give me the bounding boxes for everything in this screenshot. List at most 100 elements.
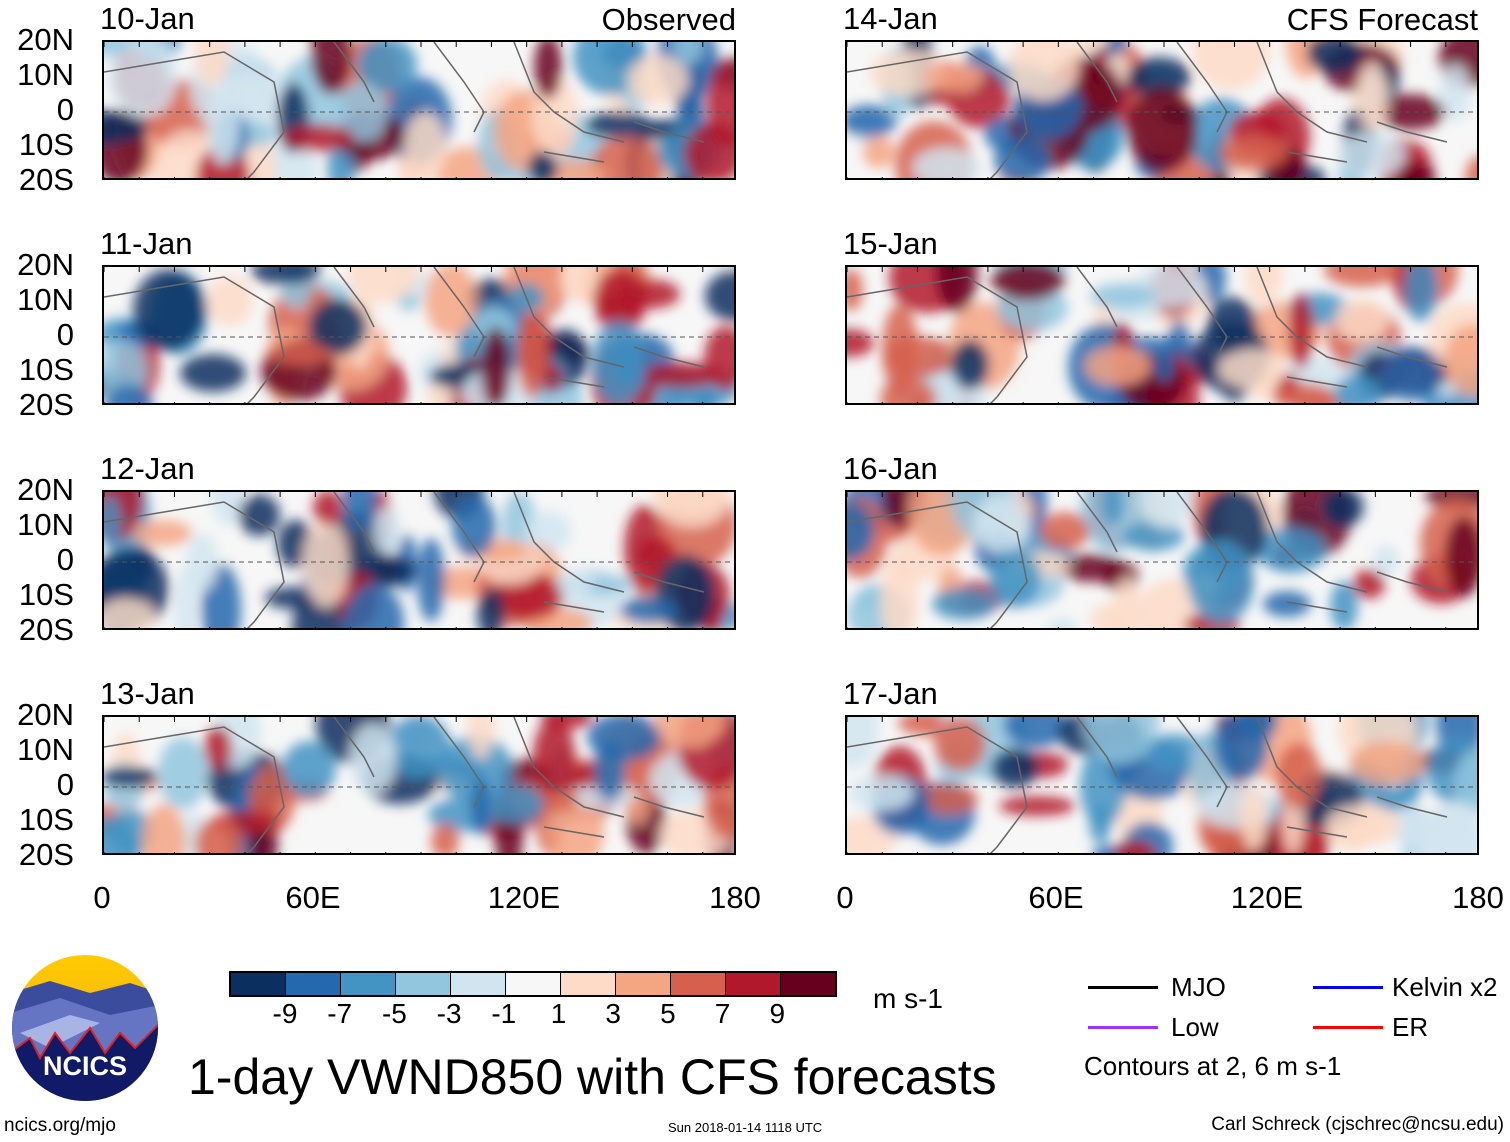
anomaly-blob bbox=[1059, 554, 1125, 582]
anomaly-blob bbox=[534, 42, 562, 99]
legend-er: ER bbox=[1392, 1012, 1429, 1042]
colorbar-swatch bbox=[616, 973, 671, 995]
footer-author: Carl Schreck (cjschrec@ncsu.edu) bbox=[1211, 1114, 1504, 1135]
header-forecast: CFS Forecast bbox=[1286, 2, 1478, 37]
anomaly-blob bbox=[481, 327, 511, 403]
anomaly-blob bbox=[1046, 617, 1078, 628]
anomaly-blob bbox=[238, 494, 280, 536]
colorbar-tick: -7 bbox=[327, 998, 353, 1029]
anomaly-blob bbox=[1090, 283, 1156, 309]
anomaly-blob bbox=[104, 339, 147, 401]
anomaly-blob bbox=[1409, 808, 1477, 853]
lon-label: 180 bbox=[1452, 880, 1504, 915]
lon-label: 60E bbox=[285, 880, 341, 915]
anomaly-blob bbox=[303, 520, 349, 608]
anomaly-blob bbox=[626, 796, 648, 824]
anomaly-blob bbox=[1455, 750, 1477, 814]
lon-label: 120E bbox=[487, 880, 561, 915]
anomaly-blob bbox=[1085, 346, 1151, 386]
anomaly-blob bbox=[627, 55, 689, 105]
colorbar-swatch bbox=[671, 973, 726, 995]
anomaly-blob bbox=[991, 748, 1039, 788]
footer-url[interactable]: ncics.org/mjo bbox=[4, 1115, 116, 1136]
anomaly-blob bbox=[620, 596, 678, 624]
lat-label: 10S bbox=[18, 802, 74, 837]
lat-label: 10S bbox=[18, 352, 74, 387]
map-panel-13-Jan bbox=[102, 715, 736, 855]
anomaly-blob bbox=[204, 726, 232, 770]
anomaly-blob bbox=[870, 50, 946, 96]
anomaly-blob bbox=[1193, 42, 1269, 90]
lat-label: 20S bbox=[18, 612, 74, 647]
anomaly-blob bbox=[1356, 61, 1388, 131]
anomaly-blob bbox=[594, 741, 626, 801]
anomaly-blob bbox=[1219, 349, 1287, 389]
legend-low-line bbox=[1088, 1026, 1158, 1029]
anomaly-blob bbox=[989, 550, 1041, 608]
anomaly-blob bbox=[266, 343, 332, 365]
anomaly-blob bbox=[1404, 267, 1438, 322]
lat-label: 20N bbox=[17, 22, 74, 57]
anomaly-blob bbox=[1276, 743, 1322, 809]
anomaly-blob bbox=[1090, 604, 1124, 628]
anomaly-blob bbox=[1040, 512, 1090, 550]
anomaly-blob bbox=[1307, 42, 1363, 73]
anomaly-blob bbox=[654, 717, 726, 747]
colorbar-swatch bbox=[781, 973, 835, 995]
panel-date: 14-Jan bbox=[843, 1, 938, 36]
anomaly-blob bbox=[1263, 591, 1311, 617]
anomaly-blob bbox=[674, 42, 702, 66]
anomaly-blob bbox=[1325, 804, 1401, 846]
colorbar-swatch bbox=[286, 973, 341, 995]
anomaly-blob bbox=[1102, 492, 1124, 526]
panel-date: 11-Jan bbox=[100, 226, 193, 261]
anomaly-blob bbox=[705, 271, 734, 321]
lat-label: 0 bbox=[56, 317, 74, 352]
colorbar-tick: 9 bbox=[769, 998, 786, 1029]
lon-label: 120E bbox=[1230, 880, 1304, 915]
anomaly-blob bbox=[592, 320, 646, 403]
anomaly-blob bbox=[347, 267, 419, 303]
anomaly-blob bbox=[677, 96, 705, 130]
lon-label: 0 bbox=[836, 880, 854, 915]
anomaly-blob bbox=[1334, 375, 1382, 403]
lat-label: 10N bbox=[17, 282, 74, 317]
map-panel-17-Jan bbox=[845, 715, 1479, 855]
anomaly-blob bbox=[525, 511, 571, 553]
anomaly-blob bbox=[452, 495, 496, 557]
anomaly-blob bbox=[1373, 545, 1399, 575]
anomaly-blob bbox=[1009, 42, 1079, 101]
lat-label: 10S bbox=[18, 577, 74, 612]
map-panel-10-Jan bbox=[102, 40, 736, 180]
anomaly-blob bbox=[1444, 324, 1477, 396]
anomaly-blob bbox=[1396, 163, 1436, 178]
anomaly-blob bbox=[477, 588, 505, 628]
anomaly-blob bbox=[847, 717, 879, 769]
anomaly-blob bbox=[397, 157, 421, 178]
anomaly-blob bbox=[1353, 569, 1385, 599]
colorbar-tick: 1 bbox=[550, 998, 567, 1029]
anomaly-blob bbox=[186, 533, 218, 591]
legend-low: Low bbox=[1171, 1012, 1219, 1042]
anomaly-blob bbox=[994, 135, 1050, 178]
anomaly-blob bbox=[654, 492, 728, 514]
anomaly-blob bbox=[1004, 717, 1068, 748]
anomaly-blob bbox=[528, 151, 558, 178]
legend-mjo-line bbox=[1088, 986, 1158, 989]
map-panel-15-Jan bbox=[845, 265, 1479, 405]
anomaly-blob bbox=[932, 588, 996, 620]
anomaly-blob bbox=[1330, 581, 1358, 628]
anomaly-blob bbox=[282, 124, 354, 152]
lat-label: 20S bbox=[18, 387, 74, 422]
anomaly-blob bbox=[431, 823, 459, 853]
anomaly-blob bbox=[337, 82, 387, 142]
legend-er-line bbox=[1313, 1026, 1383, 1029]
panel-date: 15-Jan bbox=[843, 226, 938, 261]
anomaly-blob bbox=[104, 42, 129, 56]
anomaly-blob bbox=[1083, 717, 1159, 764]
lon-label: 180 bbox=[709, 880, 761, 915]
anomaly-blob bbox=[488, 784, 544, 824]
anomaly-blob bbox=[251, 267, 321, 285]
colorbar bbox=[229, 971, 837, 997]
anomaly-blob bbox=[471, 777, 491, 835]
